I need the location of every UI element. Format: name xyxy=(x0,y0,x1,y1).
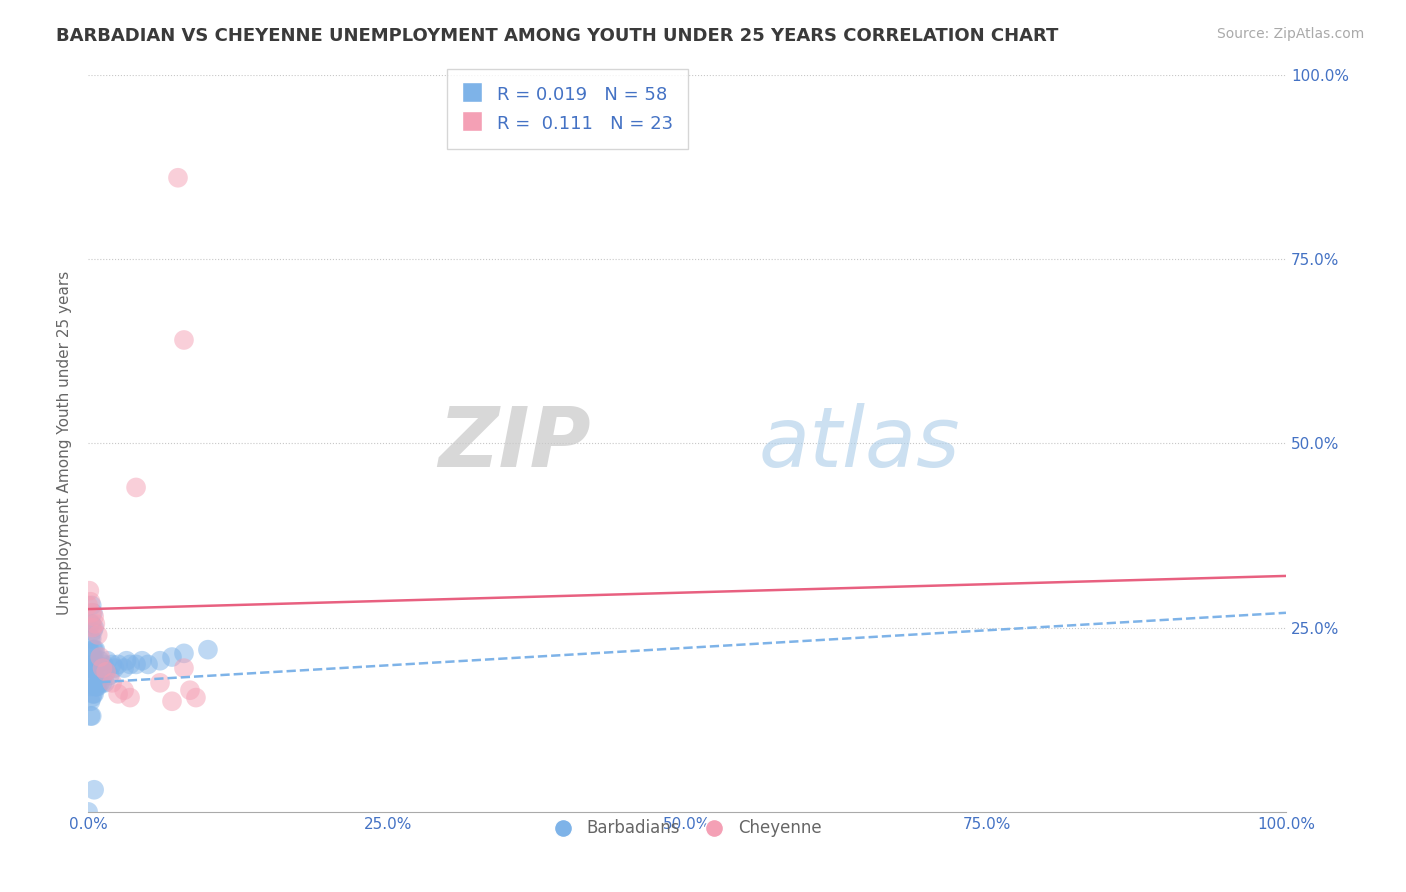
Point xyxy=(94,665,117,679)
Text: ZIP: ZIP xyxy=(439,402,592,483)
Point xyxy=(80,606,103,620)
Point xyxy=(79,646,101,660)
Point xyxy=(91,661,114,675)
Point xyxy=(107,687,129,701)
Point xyxy=(107,657,129,672)
Point xyxy=(83,657,105,672)
Point xyxy=(86,657,108,672)
Point xyxy=(79,694,101,708)
Point xyxy=(136,657,159,672)
Point xyxy=(79,583,101,598)
Point xyxy=(77,599,100,613)
Point xyxy=(79,595,101,609)
Point xyxy=(87,680,110,694)
Point xyxy=(87,657,110,672)
Point xyxy=(184,690,207,705)
Point xyxy=(112,661,135,675)
Point xyxy=(96,654,118,668)
Point xyxy=(82,606,104,620)
Point xyxy=(89,650,111,665)
Point xyxy=(101,676,124,690)
Point xyxy=(80,661,103,675)
Point xyxy=(173,661,195,675)
Point xyxy=(80,632,103,646)
Point xyxy=(82,624,104,639)
Point xyxy=(79,616,101,631)
Point xyxy=(197,642,219,657)
Point xyxy=(79,661,101,675)
Point xyxy=(125,657,148,672)
Point xyxy=(120,657,142,672)
Point xyxy=(86,680,108,694)
Point xyxy=(149,676,172,690)
Point xyxy=(77,805,100,819)
Point xyxy=(83,642,105,657)
Point xyxy=(120,690,142,705)
Point xyxy=(84,680,107,694)
Point xyxy=(131,654,153,668)
Point xyxy=(80,690,103,705)
Point xyxy=(80,599,103,613)
Point xyxy=(87,628,110,642)
Point xyxy=(160,694,183,708)
Point xyxy=(83,672,105,686)
Point xyxy=(115,654,138,668)
Point xyxy=(83,687,105,701)
Point xyxy=(80,709,103,723)
Point xyxy=(91,676,114,690)
Point xyxy=(149,654,172,668)
Point xyxy=(93,657,115,672)
Point xyxy=(79,632,101,646)
Point xyxy=(83,782,105,797)
Point xyxy=(160,650,183,665)
Point xyxy=(101,657,124,672)
Point xyxy=(80,616,103,631)
Point xyxy=(82,642,104,657)
Point xyxy=(83,609,105,624)
Text: Source: ZipAtlas.com: Source: ZipAtlas.com xyxy=(1216,27,1364,41)
Point xyxy=(83,621,105,635)
Point xyxy=(84,661,107,675)
Point xyxy=(173,646,195,660)
Point xyxy=(173,333,195,347)
Point xyxy=(84,616,107,631)
Point xyxy=(89,654,111,668)
Point xyxy=(80,646,103,660)
Point xyxy=(80,676,103,690)
Y-axis label: Unemployment Among Youth under 25 years: Unemployment Among Youth under 25 years xyxy=(58,271,72,615)
Point xyxy=(179,683,201,698)
Point xyxy=(82,657,104,672)
Text: BARBADIAN VS CHEYENNE UNEMPLOYMENT AMONG YOUTH UNDER 25 YEARS CORRELATION CHART: BARBADIAN VS CHEYENNE UNEMPLOYMENT AMONG… xyxy=(56,27,1059,45)
Point xyxy=(82,687,104,701)
Point xyxy=(103,661,125,675)
Point xyxy=(82,672,104,686)
Point xyxy=(79,709,101,723)
Point xyxy=(112,683,135,698)
Point xyxy=(167,170,190,185)
Point xyxy=(79,661,101,675)
Point xyxy=(94,676,117,690)
Point xyxy=(98,668,121,682)
Point xyxy=(94,665,117,679)
Point xyxy=(79,680,101,694)
Legend: Barbadians, Cheyenne: Barbadians, Cheyenne xyxy=(546,813,828,844)
Point xyxy=(125,480,148,494)
Point xyxy=(84,642,107,657)
Point xyxy=(89,676,111,690)
Text: atlas: atlas xyxy=(759,402,960,483)
Point xyxy=(82,621,104,635)
Point xyxy=(87,672,110,686)
